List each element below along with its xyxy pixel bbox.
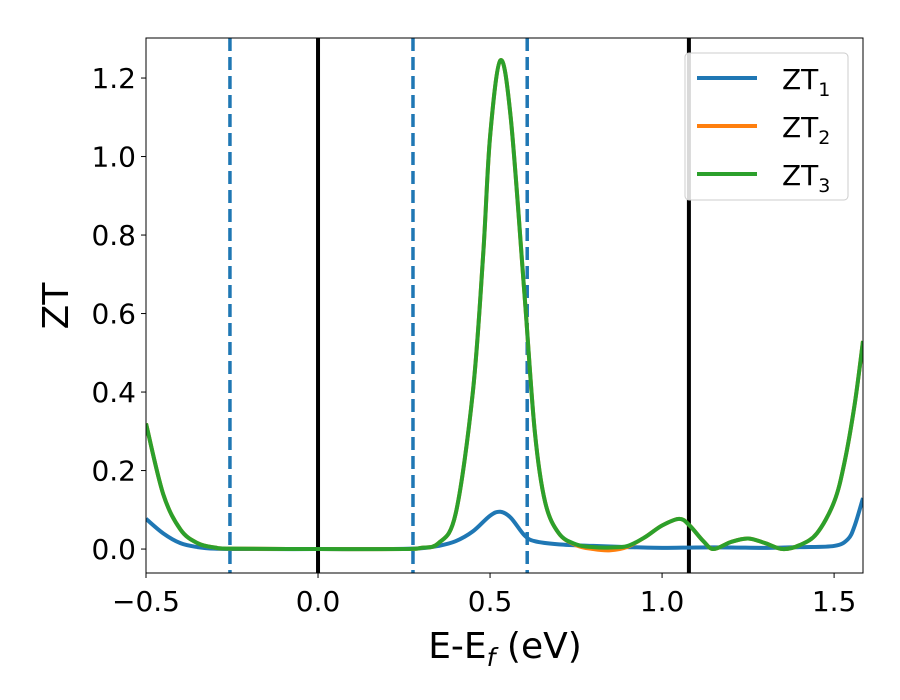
legend-label-zt2: ZT2 (782, 111, 830, 149)
legend-label-zt1: ZT1 (782, 63, 830, 101)
x-tick-label: −0.5 (112, 585, 180, 618)
y-tick-label: 0.2 (91, 455, 136, 488)
legend-frame (684, 52, 849, 201)
x-axis-label: E-Ef (eV) (428, 626, 582, 672)
y-tick-label: 0.8 (91, 219, 136, 252)
plot-frame (145, 37, 864, 574)
x-tick-label: 0.5 (468, 585, 513, 618)
y-tick-label: 1.2 (91, 62, 136, 95)
x-tick-label: 0.0 (296, 585, 341, 618)
y-axis-label: ZT (36, 282, 77, 330)
x-tick-label: 1.0 (640, 585, 685, 618)
y-tick-label: 0.4 (91, 376, 136, 409)
legend-label-zt3: ZT3 (782, 159, 830, 197)
y-tick-label: 0.0 (91, 533, 136, 566)
y-tick-label: 1.0 (91, 141, 136, 174)
legend: ZT1 ZT2 ZT3 (684, 52, 849, 201)
y-tick-label: 0.6 (91, 298, 136, 331)
x-tick-label: 1.5 (812, 585, 857, 618)
series-line-zt3 (146, 58, 863, 552)
